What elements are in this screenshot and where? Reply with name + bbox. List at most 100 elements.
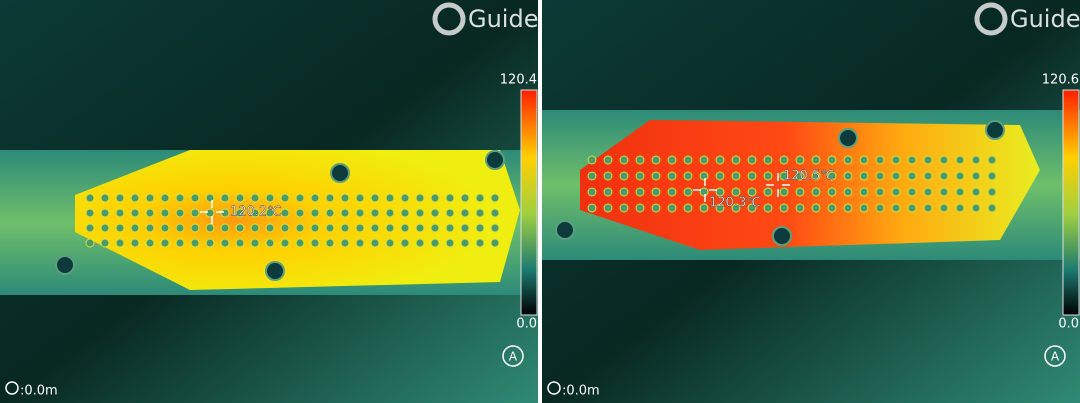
mount-hole	[985, 120, 1005, 140]
hole-dot	[795, 203, 805, 213]
hole-dot	[220, 223, 230, 233]
thermal-panel: Guide 120.4 0.0 A:0.0m 120.2℃	[0, 0, 538, 403]
hole-dot	[355, 193, 365, 203]
hole-dot	[475, 193, 485, 203]
hole-dot	[415, 238, 425, 248]
hole-dot	[843, 187, 853, 197]
hole-dot	[891, 187, 901, 197]
hole-dot	[250, 223, 260, 233]
hole-dot	[115, 238, 125, 248]
color-scale	[520, 89, 538, 316]
mount-hole	[555, 220, 575, 240]
hole-dot	[859, 203, 869, 213]
mode-icon	[1044, 345, 1066, 367]
hole-dot	[619, 187, 629, 197]
hole-dot	[205, 238, 215, 248]
hole-dot	[779, 203, 789, 213]
hole-dot	[385, 223, 395, 233]
hole-dot	[280, 223, 290, 233]
hole-dot	[445, 238, 455, 248]
temperature-label: 120.5℃	[783, 169, 835, 184]
hole-dot	[100, 223, 110, 233]
mode-label: A	[1051, 350, 1060, 364]
hole-dot	[220, 193, 230, 203]
hole-dot	[100, 193, 110, 203]
hole-dot	[400, 238, 410, 248]
hole-dot	[603, 187, 613, 197]
hole-dot	[340, 223, 350, 233]
hole-dot	[875, 203, 885, 213]
hole-dot	[651, 187, 661, 197]
hole-dot	[923, 203, 933, 213]
brand-icon	[974, 2, 1008, 36]
hole-dot	[843, 155, 853, 165]
hole-dot	[811, 171, 821, 181]
hole-dot	[115, 208, 125, 218]
hole-dot	[415, 208, 425, 218]
hole-dot	[235, 208, 245, 218]
hole-dot	[939, 187, 949, 197]
hole-dot	[355, 238, 365, 248]
hole-dot	[651, 171, 661, 181]
hole-dot	[310, 223, 320, 233]
hole-dot	[400, 193, 410, 203]
hole-dot	[295, 223, 305, 233]
hole-dot	[160, 193, 170, 203]
hole-dot	[370, 193, 380, 203]
temperature-label: 120.2℃	[230, 205, 282, 220]
hole-dot	[763, 155, 773, 165]
hole-dot	[747, 187, 757, 197]
hole-dot	[130, 193, 140, 203]
hole-dot	[715, 171, 725, 181]
hole-dot	[715, 187, 725, 197]
hole-dot	[490, 208, 500, 218]
scale-max: 120.4	[500, 73, 537, 88]
hole-dot	[891, 171, 901, 181]
scale-max: 120.6	[1042, 73, 1079, 88]
hole-dot	[235, 238, 245, 248]
hole-dot	[250, 238, 260, 248]
hole-dot	[939, 171, 949, 181]
hole-dot	[475, 238, 485, 248]
hole-dot	[175, 238, 185, 248]
hole-dot	[827, 155, 837, 165]
hole-dot	[340, 238, 350, 248]
hole-dot	[460, 238, 470, 248]
hole-dot	[667, 203, 677, 213]
hole-dot	[923, 171, 933, 181]
hole-dot	[265, 208, 275, 218]
hole-dot	[130, 208, 140, 218]
hole-dot	[310, 208, 320, 218]
hole-dot	[603, 155, 613, 165]
hole-dot	[445, 223, 455, 233]
hole-dot	[587, 155, 597, 165]
hole-dot	[430, 238, 440, 248]
hole-dot	[939, 203, 949, 213]
hole-dot	[987, 187, 997, 197]
distance-label: :0.0m	[562, 384, 600, 399]
hole-dot	[843, 203, 853, 213]
hole-dot	[385, 193, 395, 203]
hole-dot	[923, 155, 933, 165]
hole-dot	[907, 203, 917, 213]
scale-min: 0.0	[516, 317, 537, 332]
hole-dot	[987, 155, 997, 165]
hole-dot	[667, 171, 677, 181]
hole-dot	[635, 155, 645, 165]
hole-dot	[859, 171, 869, 181]
hole-dot	[971, 187, 981, 197]
hole-dot	[795, 155, 805, 165]
hole-dot	[280, 208, 290, 218]
hole-dot	[205, 223, 215, 233]
hole-dot	[939, 155, 949, 165]
hole-dot	[907, 187, 917, 197]
hole-dot	[355, 208, 365, 218]
hole-dot	[190, 208, 200, 218]
hole-dot	[731, 171, 741, 181]
hole-dot	[130, 223, 140, 233]
hole-dot	[651, 155, 661, 165]
hole-dot	[415, 223, 425, 233]
mount-hole	[55, 255, 75, 275]
hole-dot	[445, 208, 455, 218]
